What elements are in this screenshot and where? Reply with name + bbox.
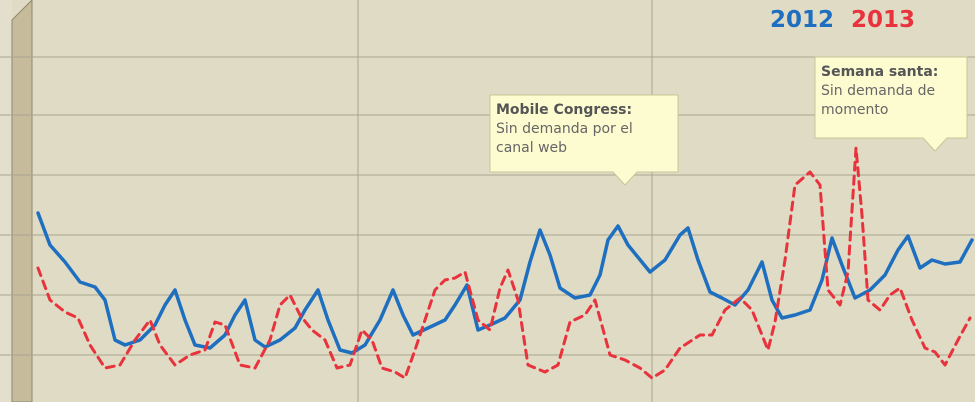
lines xyxy=(36,146,974,380)
callout-title: Mobile Congress: xyxy=(496,102,632,118)
annotations: Mobile Congress: Sin demanda por el canal … xyxy=(489,56,968,186)
series-line xyxy=(36,146,972,380)
series-line xyxy=(36,211,974,355)
callout-text: Sin demanda por el xyxy=(496,121,633,137)
legend: 2012 2013 xyxy=(770,7,915,33)
callout-text: Sin demanda de xyxy=(821,83,935,99)
callout-text: canal web xyxy=(496,140,567,156)
callout-box xyxy=(489,94,679,186)
panel-edge xyxy=(11,0,33,402)
left-panel xyxy=(0,0,12,402)
legend-label: 2012 xyxy=(770,7,834,33)
callout-box xyxy=(814,56,968,152)
legend-label: 2013 xyxy=(851,7,915,33)
callout-text: momento xyxy=(821,102,888,118)
callout-title: Semana santa: xyxy=(821,64,938,80)
